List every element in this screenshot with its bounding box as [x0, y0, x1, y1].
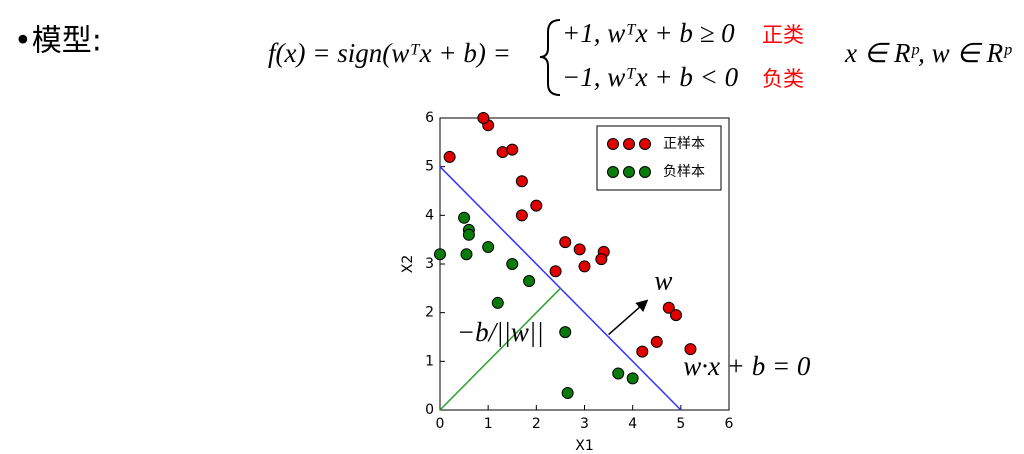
annotation: w [654, 266, 672, 296]
formula-label: 负类 [762, 67, 804, 91]
point [515, 209, 528, 222]
legend-swatch [607, 138, 619, 150]
y-tick-label: 3 [425, 256, 434, 272]
legend-swatch [639, 166, 651, 178]
line [439, 287, 561, 411]
formula-domain: x ∈ Rᵖ, w ∈ Rᵖ [844, 38, 1012, 68]
point [573, 243, 586, 256]
point [626, 372, 639, 385]
formula-case: −1, wᵀx + b < 0 [562, 62, 739, 92]
y-tick-label: 5 [425, 159, 434, 175]
line [608, 299, 649, 336]
legend-swatch [639, 138, 651, 150]
point [458, 211, 471, 224]
x-axis-label: X1 [575, 438, 594, 454]
brace [539, 19, 561, 96]
y-tick-label: 1 [425, 353, 434, 369]
point [530, 199, 543, 212]
legend-label: 负样本 [663, 164, 705, 180]
point [612, 367, 625, 380]
point [549, 265, 562, 278]
point [515, 175, 528, 188]
y-tick-label: 6 [425, 110, 434, 126]
x-tick-label: 5 [676, 416, 685, 432]
annotation: −b/||w|| [457, 317, 544, 347]
x-tick-label: 2 [532, 416, 541, 432]
bullet: •模型: [14, 24, 102, 59]
point [477, 112, 490, 124]
formula-case: +1, wᵀx + b ≥ 0 [562, 18, 735, 48]
point [670, 309, 683, 322]
point [434, 248, 446, 261]
x-tick-label: 0 [436, 416, 445, 432]
point [561, 386, 574, 399]
x-tick-label: 6 [725, 416, 734, 432]
point [460, 248, 473, 261]
point [506, 258, 519, 270]
y-tick-label: 2 [425, 305, 434, 321]
legend-swatch [607, 166, 619, 178]
point [559, 236, 572, 249]
point [578, 260, 591, 273]
point [662, 301, 675, 314]
point [506, 143, 519, 156]
formula-label: 正类 [762, 23, 804, 47]
point [684, 343, 697, 356]
legend-box [596, 125, 722, 191]
point [523, 275, 536, 288]
x-tick-label: 1 [484, 416, 493, 432]
x-tick-label: 4 [628, 416, 637, 432]
formula-lhs: f(x) = sign(wᵀx + b) = [268, 38, 511, 68]
y-tick-label: 4 [425, 207, 434, 223]
annotation: w·x + b = 0 [683, 351, 811, 381]
legend-label: 正样本 [663, 136, 705, 152]
x-tick-label: 3 [580, 416, 589, 432]
point [650, 335, 663, 348]
y-tick-label: 0 [425, 402, 434, 418]
legend-swatch [623, 166, 635, 178]
point [482, 240, 495, 253]
legend-swatch [623, 138, 635, 150]
point [636, 345, 649, 358]
point [443, 150, 456, 163]
point [595, 253, 608, 266]
point [462, 228, 475, 241]
y-axis-label: X2 [400, 255, 416, 274]
chart: 0 1 2 3 4 5 6 0 1 2 3 4 5 6 X1 X2 w −b/||w|| w·x + b = 0 正样… [400, 110, 811, 454]
point [559, 326, 572, 339]
point [491, 296, 504, 309]
